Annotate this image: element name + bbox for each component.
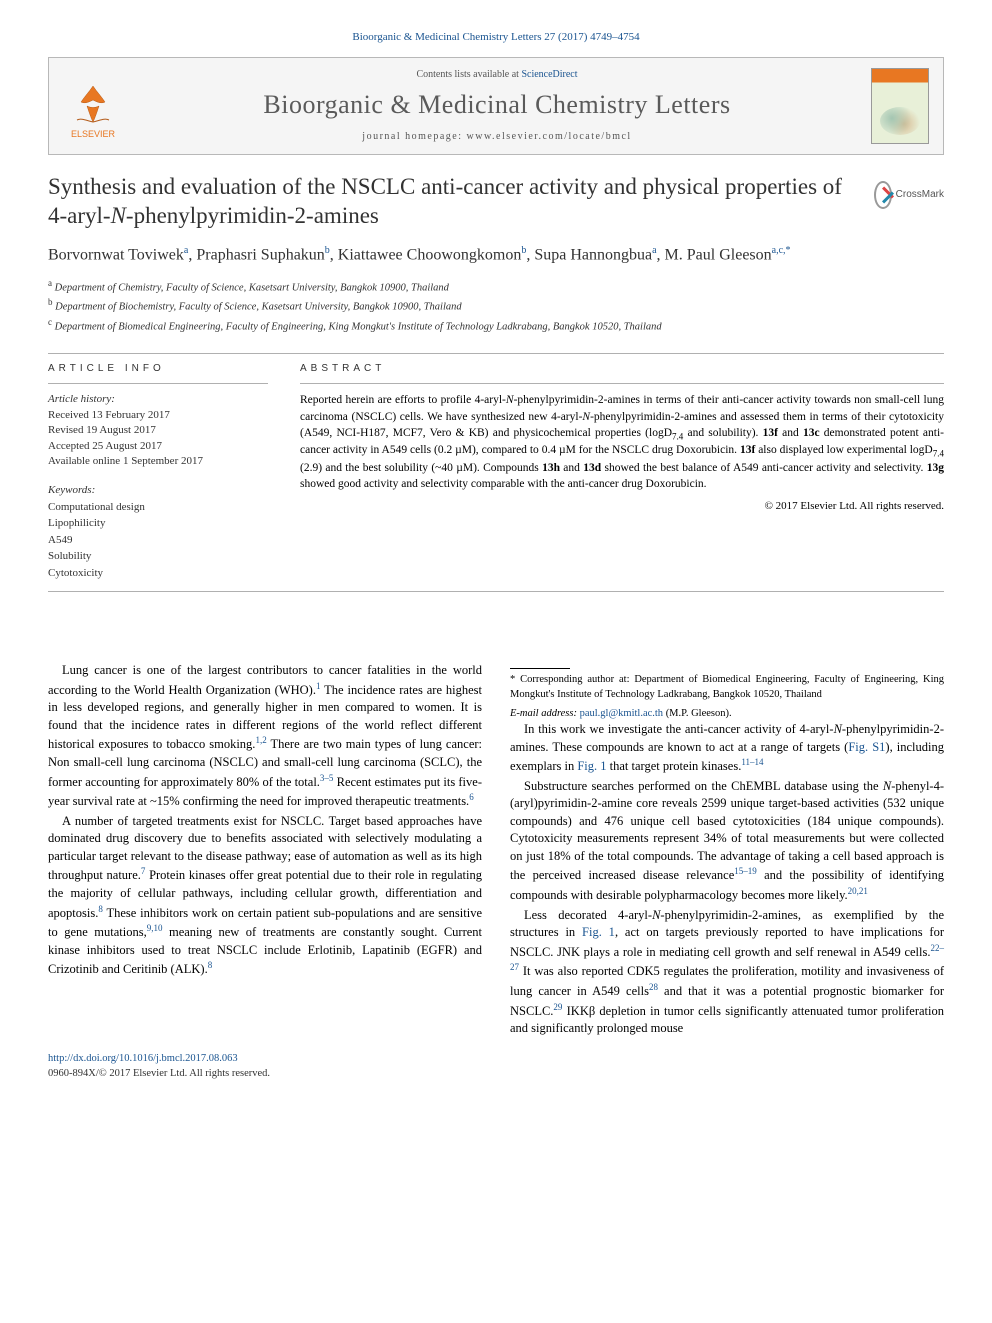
- homepage-url[interactable]: www.elsevier.com/locate/bmcl: [467, 131, 632, 142]
- history-line: Available online 1 September 2017: [48, 454, 268, 469]
- article-info-heading: ARTICLE INFO: [48, 362, 268, 376]
- elsevier-logo-text: ELSEVIER: [71, 128, 115, 140]
- email-link[interactable]: paul.gl@kmitl.ac.th: [580, 708, 663, 719]
- authors-line: Borvornwat Toviweka, Praphasri Suphakunb…: [48, 244, 944, 267]
- contents-lists-line: Contents lists available at ScienceDirec…: [137, 68, 857, 82]
- article-title: Synthesis and evaluation of the NSCLC an…: [48, 173, 862, 231]
- crossmark-badge[interactable]: CrossMark: [874, 173, 944, 217]
- history-line: Received 13 February 2017: [48, 408, 268, 423]
- journal-header-box: ELSEVIER Contents lists available at Sci…: [48, 57, 944, 155]
- crossmark-label: CrossMark: [896, 188, 944, 202]
- article-info-column: ARTICLE INFO Article history: Received 1…: [48, 362, 268, 581]
- figure-ref-s1[interactable]: Fig. S1: [848, 740, 885, 754]
- body-paragraph: Substructure searches performed on the C…: [510, 778, 944, 905]
- keywords-label: Keywords:: [48, 483, 268, 498]
- affiliation-line: b Department of Biochemistry, Faculty of…: [48, 296, 944, 315]
- homepage-prefix: journal homepage:: [362, 131, 466, 142]
- elsevier-tree-icon: [71, 82, 115, 126]
- body-text-columns: Lung cancer is one of the largest contri…: [48, 662, 944, 1038]
- abstract-divider: [300, 383, 944, 384]
- header-center: Contents lists available at ScienceDirec…: [137, 68, 857, 144]
- figure-ref-1b[interactable]: Fig. 1: [582, 925, 615, 939]
- body-paragraph: Less decorated 4-aryl-N-phenylpyrimidin-…: [510, 907, 944, 1038]
- doi-link[interactable]: http://dx.doi.org/10.1016/j.bmcl.2017.08…: [48, 1053, 238, 1064]
- history-line: Accepted 25 August 2017: [48, 439, 268, 454]
- email-label: E-mail address:: [510, 708, 577, 719]
- corresponding-author-footnote: * Corresponding author at: Department of…: [510, 662, 944, 721]
- journal-homepage-line: journal homepage: www.elsevier.com/locat…: [137, 130, 857, 144]
- keyword-item: Lipophilicity: [48, 515, 268, 532]
- divider-bottom: [48, 591, 944, 592]
- history-line: Revised 19 August 2017: [48, 423, 268, 438]
- footnote-rule: [510, 668, 570, 669]
- keyword-item: Solubility: [48, 548, 268, 565]
- info-divider-1: [48, 383, 268, 384]
- elsevier-logo: ELSEVIER: [63, 72, 123, 140]
- citation-header: Bioorganic & Medicinal Chemistry Letters…: [48, 30, 944, 45]
- issn-copyright-line: 0960-894X/© 2017 Elsevier Ltd. All right…: [48, 1068, 270, 1079]
- body-paragraph: In this work we investigate the anti-can…: [510, 721, 944, 776]
- affiliation-line: c Department of Biomedical Engineering, …: [48, 316, 944, 335]
- figure-ref-1a[interactable]: Fig. 1: [577, 759, 606, 773]
- abstract-column: ABSTRACT Reported herein are efforts to …: [300, 362, 944, 581]
- abstract-text: Reported herein are efforts to profile 4…: [300, 392, 944, 492]
- sciencedirect-link[interactable]: ScienceDirect: [521, 69, 577, 80]
- divider-top: [48, 353, 944, 354]
- keyword-item: A549: [48, 532, 268, 549]
- keyword-item: Cytotoxicity: [48, 565, 268, 582]
- affiliation-line: a Department of Chemistry, Faculty of Sc…: [48, 277, 944, 296]
- abstract-copyright: © 2017 Elsevier Ltd. All rights reserved…: [300, 499, 944, 514]
- journal-name: Bioorganic & Medicinal Chemistry Letters: [137, 87, 857, 122]
- history-label: Article history:: [48, 392, 268, 407]
- body-paragraph: Lung cancer is one of the largest contri…: [48, 662, 482, 811]
- abstract-heading: ABSTRACT: [300, 362, 944, 376]
- body-paragraph: A number of targeted treatments exist fo…: [48, 813, 482, 979]
- corresponding-author-text: * Corresponding author at: Department of…: [510, 673, 944, 702]
- crossmark-icon: [874, 181, 892, 209]
- journal-cover-thumbnail: [871, 68, 929, 144]
- email-attribution: (M.P. Gleeson).: [666, 708, 732, 719]
- keyword-item: Computational design: [48, 499, 268, 516]
- contents-prefix: Contents lists available at: [416, 69, 521, 80]
- affiliations-block: a Department of Chemistry, Faculty of Sc…: [48, 277, 944, 335]
- page-footer: http://dx.doi.org/10.1016/j.bmcl.2017.08…: [48, 1052, 944, 1081]
